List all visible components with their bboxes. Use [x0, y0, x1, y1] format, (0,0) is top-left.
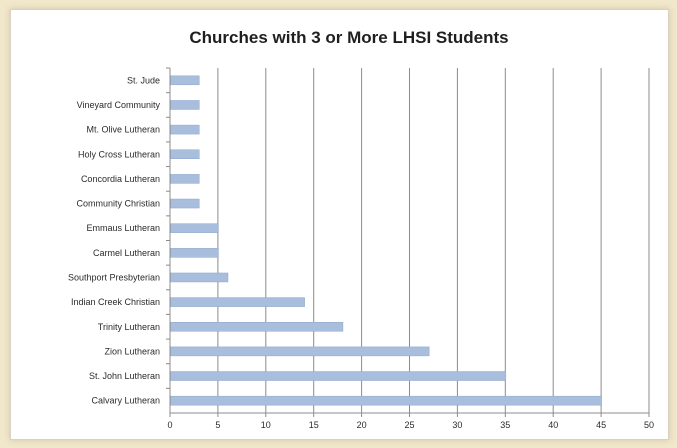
- x-tick-labels: 0 5 10 15 20 25 30 35 40 45 50: [167, 420, 654, 430]
- x-tick-label-40: 40: [548, 420, 558, 430]
- category-label-trinity-lutheran: Trinity Lutheran: [98, 322, 160, 332]
- bar-zion-lutheran: [170, 346, 430, 357]
- category-label-zion-lutheran: Zion Lutheran: [104, 346, 160, 356]
- bar-southport-presbyterian: [170, 272, 229, 283]
- bar-chart: Churches with 3 or More LHSI Students St…: [68, 28, 654, 430]
- x-tick-label-20: 20: [357, 420, 367, 430]
- bar-indian-creek-christian: [170, 297, 305, 307]
- chart-card: Churches with 3 or More LHSI Students St…: [10, 9, 669, 440]
- grid-lines: [217, 68, 650, 413]
- axes: [166, 67, 650, 417]
- x-tick-label-0: 0: [167, 420, 172, 430]
- category-label-carmel-lutheran: Carmel Lutheran: [93, 248, 160, 258]
- category-label-community-christian: Community Christian: [76, 199, 160, 209]
- category-label-mt-olive-lutheran: Mt. Olive Lutheran: [86, 125, 160, 135]
- x-tick-label-45: 45: [596, 420, 606, 430]
- bar-st-john-lutheran: [170, 371, 507, 381]
- bar-trinity-lutheran: [170, 322, 344, 332]
- bar-st-jude: [170, 75, 200, 86]
- bar-community-christian: [170, 198, 200, 209]
- bar-mt-olive-lutheran: [170, 124, 200, 135]
- bar-concordia-lutheran: [170, 174, 200, 184]
- bar-calvary-lutheran: [170, 395, 602, 406]
- category-label-southport-presbyterian: Southport Presbyterian: [68, 272, 160, 282]
- bar-carmel-lutheran: [170, 248, 219, 258]
- bar-holy-cross-lutheran: [170, 149, 200, 159]
- x-tick-label-30: 30: [452, 420, 462, 430]
- category-label-calvary-lutheran: Calvary Lutheran: [91, 396, 160, 406]
- category-label-holy-cross-lutheran: Holy Cross Lutheran: [78, 149, 160, 159]
- category-labels: St. Jude Vineyard Community Mt. Olive Luth…: [68, 75, 161, 405]
- category-label-vineyard-community: Vineyard Community: [77, 100, 161, 110]
- x-tick-label-10: 10: [261, 420, 271, 430]
- x-tick-label-35: 35: [500, 420, 510, 430]
- bar-vineyard-community: [170, 100, 200, 110]
- category-label-indian-creek-christian: Indian Creek Christian: [71, 297, 160, 307]
- category-label-st-john-lutheran: St. John Lutheran: [89, 371, 160, 381]
- x-tick-label-50: 50: [644, 420, 654, 430]
- bars: [170, 75, 602, 406]
- x-tick-label-15: 15: [309, 420, 319, 430]
- x-tick-label-5: 5: [215, 420, 220, 430]
- category-label-emmaus-lutheran: Emmaus Lutheran: [86, 223, 160, 233]
- category-label-st-jude: St. Jude: [127, 75, 160, 85]
- category-label-concordia-lutheran: Concordia Lutheran: [81, 174, 160, 184]
- chart-title: Churches with 3 or More LHSI Students: [189, 28, 508, 47]
- bar-emmaus-lutheran: [170, 223, 219, 233]
- x-tick-label-25: 25: [404, 420, 414, 430]
